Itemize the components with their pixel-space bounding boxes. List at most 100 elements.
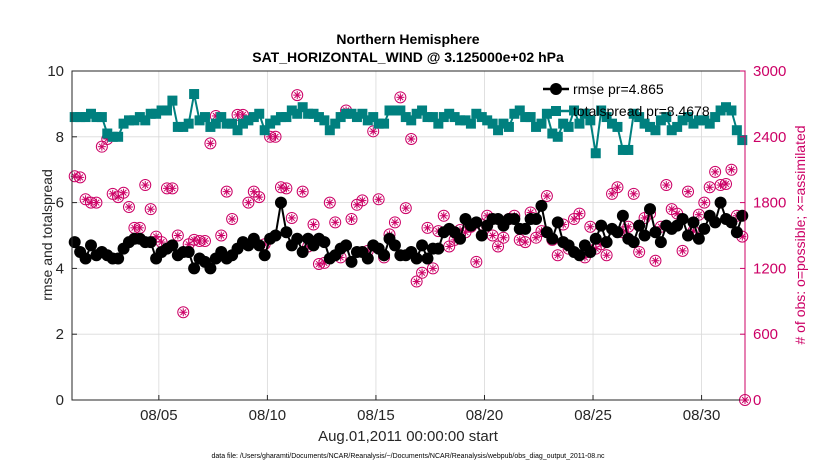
obs-possible-circle — [166, 182, 179, 195]
obs-assimilated-mark — [679, 247, 686, 255]
rmse-point — [269, 229, 282, 242]
obs-assimilated-mark — [158, 238, 165, 246]
obs-possible-circle — [242, 196, 255, 209]
totalspread-point — [96, 112, 107, 123]
totalspread-point — [161, 105, 172, 116]
rmse-point — [709, 216, 722, 229]
obs-assimilated-mark — [543, 192, 551, 200]
totalspread-point — [547, 128, 558, 139]
totalspread-point — [411, 108, 422, 119]
obs-assimilated-mark — [201, 237, 209, 245]
obs-marker — [492, 240, 505, 253]
obs-assimilated-mark — [223, 188, 230, 195]
obs-assimilated-mark — [706, 184, 713, 191]
obs-possible-circle — [698, 196, 711, 209]
obs-marker — [682, 185, 695, 198]
rmse-point — [676, 213, 689, 226]
obs-possible-circle — [74, 171, 87, 184]
totalspread-point — [151, 108, 162, 119]
totalspread-point — [520, 112, 531, 123]
obs-assimilated-mark — [494, 243, 502, 250]
totalspread-point — [80, 112, 91, 123]
obs-assimilated-mark — [359, 197, 366, 204]
obs-assimilated-mark — [76, 174, 84, 181]
obs-marker — [269, 130, 282, 143]
obs-marker — [633, 245, 646, 258]
obs-possible-circle — [649, 254, 662, 267]
obs-assimilated-mark — [348, 215, 355, 223]
obs-assimilated-mark — [375, 196, 382, 203]
obs-possible-circle — [90, 196, 103, 209]
totalspread-point — [585, 115, 596, 126]
obs-assimilated-mark — [147, 205, 154, 213]
totalspread-point — [395, 105, 406, 116]
rmse-point — [112, 252, 125, 265]
obs-possible-circle — [280, 182, 293, 195]
obs-assimilated-mark — [288, 214, 296, 222]
totalspread-point — [113, 131, 124, 142]
obs-possible-circle — [367, 125, 380, 138]
obs-possible-circle — [117, 186, 130, 199]
totalspread-point — [85, 108, 96, 119]
obs-assimilated-mark — [635, 248, 643, 256]
obs-possible-circle — [492, 240, 505, 253]
totalspread-point — [655, 115, 666, 126]
obs-marker — [345, 213, 358, 226]
totalspread-point — [514, 105, 525, 116]
obs-possible-circle — [122, 200, 135, 213]
totalspread-point — [737, 135, 748, 146]
totalspread-point — [422, 112, 433, 123]
obs-assimilated-mark — [310, 221, 317, 228]
totalspread-point — [628, 108, 639, 119]
rmse-point — [687, 216, 700, 229]
totalspread-point — [471, 108, 482, 119]
obs-marker — [399, 202, 412, 215]
totalspread-point — [503, 121, 514, 132]
obs-possible-circle — [660, 179, 673, 192]
totalspread-point — [156, 105, 167, 116]
totalspread-point — [699, 115, 710, 126]
obs-possible-circle — [627, 187, 640, 200]
obs-assimilated-mark — [554, 252, 561, 259]
totalspread-point — [145, 108, 156, 119]
rmse-point — [600, 236, 613, 249]
totalspread-point — [400, 112, 411, 123]
obs-marker — [426, 262, 439, 275]
totalspread-point — [677, 115, 688, 126]
totalspread-point — [531, 121, 542, 132]
obs-assimilated-mark — [185, 241, 192, 248]
obs-marker — [443, 240, 456, 253]
rmse-point — [573, 249, 586, 262]
totalspread-point — [189, 89, 200, 100]
obs-possible-circle — [177, 306, 190, 319]
legend-rmse-label: rmse pr=4.865 — [573, 81, 664, 97]
rmse-point — [551, 216, 564, 229]
obs-assimilated-mark — [695, 211, 703, 218]
obs-marker — [551, 249, 564, 262]
obs-marker — [394, 91, 407, 104]
rmse-point — [475, 229, 488, 242]
obs-assimilated-mark — [136, 224, 144, 232]
rmse-point — [595, 219, 608, 232]
y-axis-label-left: rmse and totalspread — [39, 169, 55, 301]
totalspread-point — [449, 112, 460, 123]
rmse-point — [546, 232, 559, 245]
totalspread-point — [661, 112, 672, 123]
rmse-point — [616, 209, 629, 222]
totalspread-point — [270, 115, 281, 126]
obs-possible-circle — [725, 163, 738, 176]
rmse-point — [730, 226, 743, 239]
obs-assimilated-mark — [228, 215, 236, 223]
obs-marker — [388, 216, 401, 229]
obs-assimilated-mark — [701, 199, 708, 206]
obs-assimilated-mark — [299, 188, 306, 195]
obs-marker — [144, 203, 157, 216]
obs-marker — [470, 255, 483, 268]
rmse-point — [638, 229, 651, 242]
rmse-point — [535, 199, 548, 212]
obs-marker — [280, 182, 293, 195]
obs-marker — [291, 89, 304, 102]
rmse-point — [589, 232, 602, 245]
obs-assimilated-mark — [114, 193, 122, 201]
obs-assimilated-mark — [630, 190, 637, 198]
